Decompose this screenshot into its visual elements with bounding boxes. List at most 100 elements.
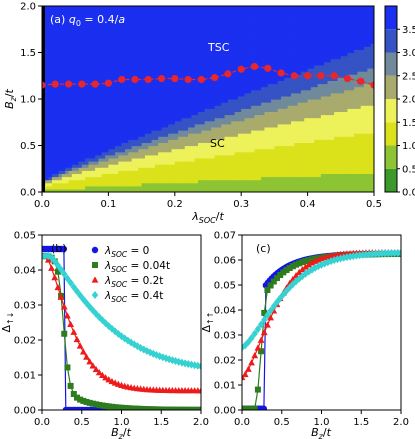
heatmap-cell	[244, 68, 249, 72]
heatmap-cell	[234, 6, 239, 10]
heatmap-cell	[101, 89, 106, 94]
heatmap-cell	[68, 173, 73, 178]
heatmap-cell	[211, 99, 216, 103]
heatmap-cell	[95, 95, 100, 100]
heatmap-cell	[237, 6, 242, 10]
heatmap-cell	[184, 43, 189, 47]
heatmap-cell	[95, 68, 100, 72]
heatmap-cell	[194, 108, 199, 112]
heatmap-cell	[55, 108, 60, 112]
heatmap-cell	[304, 188, 309, 192]
heatmap-cell	[217, 18, 222, 23]
heatmap-cell	[274, 154, 279, 159]
heatmap-cell	[101, 64, 106, 69]
heatmap-cell	[138, 139, 143, 143]
heatmap-cell	[271, 151, 275, 156]
heatmap-cell	[48, 102, 53, 106]
heatmap-cell	[281, 154, 285, 159]
heatmap-cell	[65, 123, 70, 128]
heatmap-cell	[201, 157, 206, 162]
heatmap-cell	[234, 40, 239, 44]
heatmap-cell	[314, 185, 319, 190]
heatmap-cell	[88, 55, 93, 60]
heatmap-cell	[148, 130, 153, 134]
heatmap-cell	[134, 154, 139, 159]
heatmap-cell	[118, 145, 123, 150]
heatmap-cell	[48, 130, 53, 134]
heatmap-cell	[237, 83, 242, 88]
heatmap-cell	[277, 139, 282, 143]
heatmap-cell	[231, 99, 236, 103]
heatmap-cell	[291, 176, 295, 181]
heatmap-cell	[78, 40, 83, 44]
heatmap-cell	[125, 95, 129, 100]
heatmap-cell	[231, 64, 236, 69]
heatmap-cell	[211, 89, 216, 94]
heatmap-cell	[51, 6, 56, 10]
heatmap-cell	[134, 9, 139, 13]
heatmap-cell	[148, 43, 153, 47]
heatmap-cell	[297, 77, 302, 81]
heatmap-cell	[144, 130, 149, 134]
heatmap-cell	[158, 136, 163, 140]
heatmap-cell	[51, 27, 56, 32]
heatmap-cell	[174, 142, 179, 147]
heatmap-cell	[241, 161, 246, 165]
heatmap-cell	[181, 74, 186, 78]
heatmap-cell	[201, 120, 206, 125]
heatmap-cell	[151, 120, 156, 125]
heatmap-cell	[184, 117, 189, 122]
heatmap-cell	[237, 58, 242, 63]
heatmap-cell	[254, 6, 259, 10]
heatmap-cell	[224, 102, 229, 106]
heatmap-cell	[65, 46, 70, 50]
heatmap-cell	[174, 117, 179, 122]
heatmap-cell	[277, 80, 282, 85]
heatmap-cell	[300, 117, 305, 122]
heatmap-cell	[128, 167, 133, 171]
heatmap-cell	[237, 130, 242, 134]
heatmap-cell	[217, 37, 222, 41]
heatmap-cell	[111, 27, 116, 32]
heatmap-cell	[231, 126, 236, 131]
heatmap-cell	[287, 58, 292, 63]
heatmap-cell	[161, 111, 166, 116]
heatmap-cell	[101, 164, 106, 168]
heatmap-cell	[241, 108, 246, 112]
heatmap-cell	[88, 105, 93, 109]
heatmap-cell	[201, 6, 206, 10]
heatmap-cell	[227, 179, 232, 184]
heatmap-cell	[198, 126, 202, 131]
heatmap-cell	[284, 99, 289, 103]
heatmap-cell	[224, 30, 229, 35]
heatmap-cell	[191, 114, 196, 119]
heatmap-cell	[211, 49, 216, 54]
heatmap-cell	[291, 105, 295, 109]
heatmap-cell	[314, 117, 319, 122]
heatmap-cell	[217, 182, 222, 187]
heatmap-cell	[131, 37, 136, 41]
heatmap-cell	[191, 9, 196, 13]
heatmap-cell	[261, 55, 266, 60]
heatmap-cell	[108, 40, 113, 44]
heatmap-cell	[251, 105, 256, 109]
heatmap-cell	[201, 139, 206, 143]
heatmap-cell	[251, 12, 256, 16]
heatmap-cell	[65, 6, 70, 10]
heatmap-cell	[118, 74, 123, 78]
heatmap-cell	[244, 105, 249, 109]
heatmap-cell	[281, 27, 285, 32]
heatmap-cell	[201, 89, 206, 94]
heatmap-cell	[254, 133, 259, 137]
heatmap-cell	[154, 126, 159, 131]
heatmap-cell	[234, 157, 239, 162]
heatmap-cell	[125, 126, 129, 131]
heatmap-cell	[154, 30, 159, 35]
heatmap-cell	[221, 68, 226, 72]
heatmap-cell	[194, 157, 199, 162]
heatmap-cell	[241, 139, 246, 143]
heatmap-cell	[125, 145, 129, 150]
heatmap-cell	[300, 83, 305, 88]
heatmap-cell	[118, 108, 123, 112]
heatmap-cell	[271, 83, 275, 88]
